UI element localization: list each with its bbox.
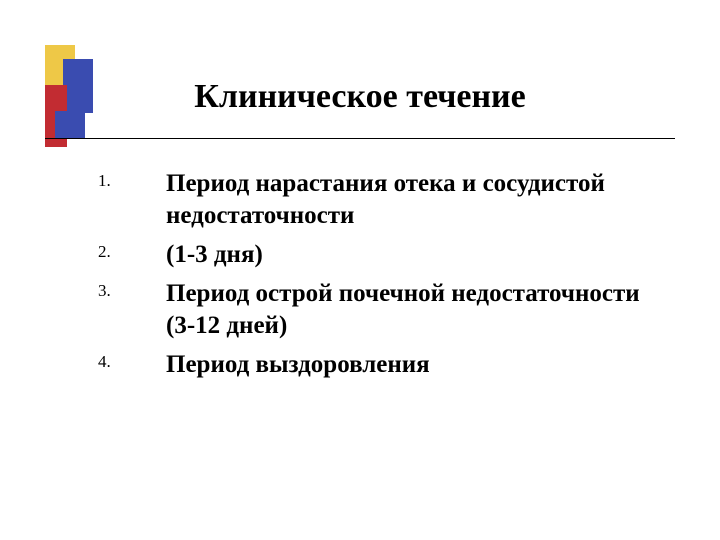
title-underline: [45, 138, 675, 139]
list-item: Период нарастания отека и сосудистой нед…: [98, 168, 658, 232]
numbered-list: Период нарастания отека и сосудистой нед…: [98, 168, 658, 381]
slide-title: Клиническое течение: [194, 78, 525, 115]
list-item: Период острой почечной недостаточности (…: [98, 278, 658, 342]
list-item: Период выздоровления: [98, 349, 658, 381]
title-container: Клиническое течение: [0, 78, 720, 116]
content-area: Период нарастания отека и сосудистой нед…: [98, 168, 658, 388]
list-item: (1-3 дня): [98, 239, 658, 271]
